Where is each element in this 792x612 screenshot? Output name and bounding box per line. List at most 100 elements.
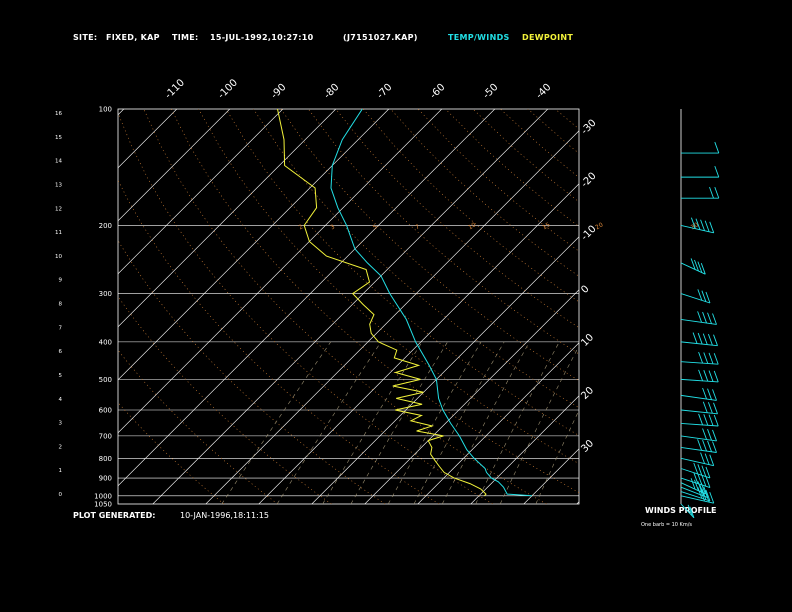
wind-feather: [709, 186, 714, 199]
isotherm--90: [118, 109, 284, 275]
dry-adiabat-130: [417, 109, 579, 252]
wind-barb-300: [680, 289, 711, 304]
pressure-label-100: 100: [99, 106, 112, 114]
isotherm-label-right-30: 30: [579, 438, 596, 455]
wind-feather: [705, 466, 711, 479]
isotherm--10: [311, 236, 579, 504]
wind-barb-170: [681, 186, 720, 199]
dry-adiabat-120: [390, 109, 579, 277]
wind-barb-200: [680, 217, 715, 234]
dry-adiabat-160: [500, 109, 579, 178]
height-label-10: 10: [55, 254, 62, 260]
wind-barb-400: [680, 332, 718, 347]
dry-adiabat-150: [472, 109, 579, 203]
height-label-16: 16: [55, 111, 62, 117]
height-label-6: 6: [59, 349, 63, 355]
isotherm--30: [205, 130, 579, 504]
mixing-ratio-10: [441, 341, 530, 504]
isotherm-label-top--50: -50: [481, 82, 500, 101]
wind-feather: [700, 263, 706, 275]
isotherm--70: [118, 109, 390, 381]
isotherm-label-top--80: -80: [322, 82, 341, 101]
wind-staff: [680, 447, 717, 453]
footer-generated-label: PLOT GENERATED:: [73, 511, 156, 520]
height-label-0: 0: [59, 492, 63, 498]
dry-adiabat-90: [308, 109, 579, 355]
wind-feather: [712, 389, 717, 401]
wind-feather: [702, 401, 708, 413]
wind-barb-250: [680, 258, 706, 275]
height-label-13: 13: [55, 182, 62, 188]
wind-staff: [680, 378, 719, 383]
isotherm-30: [523, 448, 579, 504]
wind-feather: [702, 333, 708, 345]
legend-temp: TEMP/WINDS: [448, 33, 510, 42]
temperature-line: [330, 109, 533, 497]
wind-feather: [702, 387, 707, 400]
mixing-ratio-5: [387, 341, 482, 504]
isotherm--40: [152, 109, 549, 504]
wind-feather: [701, 465, 707, 477]
mixing-ratio-20: [499, 345, 579, 504]
wind-feather: [702, 428, 707, 440]
wind-staff: [680, 482, 706, 495]
winds-layer: [680, 109, 720, 519]
wind-feather: [703, 370, 709, 382]
wind-feather: [698, 351, 704, 364]
wind-barb-650: [680, 413, 719, 427]
height-label-11: 11: [55, 230, 62, 236]
plot-clip-group: [118, 109, 792, 504]
dry-adiabat-20: [118, 112, 493, 504]
header-site-value: FIXED, KAP: [106, 33, 160, 42]
mixing-ratio-label-10: 10: [467, 221, 477, 231]
wind-barb-700: [680, 428, 717, 442]
wind-feather: [690, 217, 696, 229]
footer-generated-value: 10-JAN-1996,18:11:15: [180, 511, 269, 520]
wind-feather: [714, 141, 720, 154]
wind-staff: [680, 477, 711, 488]
mixing-ratio-3: [350, 341, 448, 504]
wind-feather: [693, 462, 699, 475]
wind-feather: [697, 311, 703, 323]
height-label-3: 3: [59, 421, 63, 427]
height-label-12: 12: [55, 206, 62, 212]
wind-feather: [699, 484, 705, 497]
isotherm--100: [118, 109, 231, 222]
wind-feather: [694, 259, 699, 272]
dry-adiabat-190: [583, 109, 792, 504]
wind-staff: [680, 422, 719, 427]
wind-feather: [712, 313, 717, 325]
wind-feather: [714, 165, 720, 178]
wind-feather: [707, 402, 713, 414]
mixing-ratio-label-5: 5: [372, 223, 379, 231]
wind-barb-800: [680, 452, 715, 467]
pressure-label-300: 300: [99, 290, 112, 298]
wind-feather: [705, 489, 711, 502]
wind-staff: [680, 495, 714, 504]
mixing-ratio-7: [413, 341, 505, 504]
wind-barb-550: [680, 387, 717, 401]
wind-staff: [680, 225, 714, 234]
wind-feather: [707, 312, 712, 324]
wind-feather: [692, 332, 698, 344]
height-label-4: 4: [59, 397, 63, 403]
mixing-ratio-label-15: 15: [541, 221, 551, 231]
dry-adiabat--20: [118, 349, 278, 504]
isotherm-label-top--90: -90: [269, 82, 288, 101]
wind-feather: [709, 454, 715, 466]
wind-feather: [687, 504, 693, 517]
wind-staff: [680, 435, 717, 442]
mixing-ratio-0.4: [221, 341, 331, 504]
dry-adiabat-140: [445, 109, 579, 227]
wind-feather: [701, 290, 707, 302]
isotherm-label-right-20: 20: [579, 385, 596, 402]
wind-feather: [709, 492, 715, 504]
isotherm-label-right--30: -30: [579, 118, 598, 137]
mixing-ratio-label-2: 2: [298, 223, 305, 231]
wind-feather: [703, 486, 709, 498]
dry-adiabat-0: [118, 239, 386, 504]
wind-feather: [702, 311, 707, 324]
wind-staff: [680, 293, 711, 304]
height-label-2: 2: [59, 444, 63, 450]
wind-barb-150: [681, 165, 720, 178]
